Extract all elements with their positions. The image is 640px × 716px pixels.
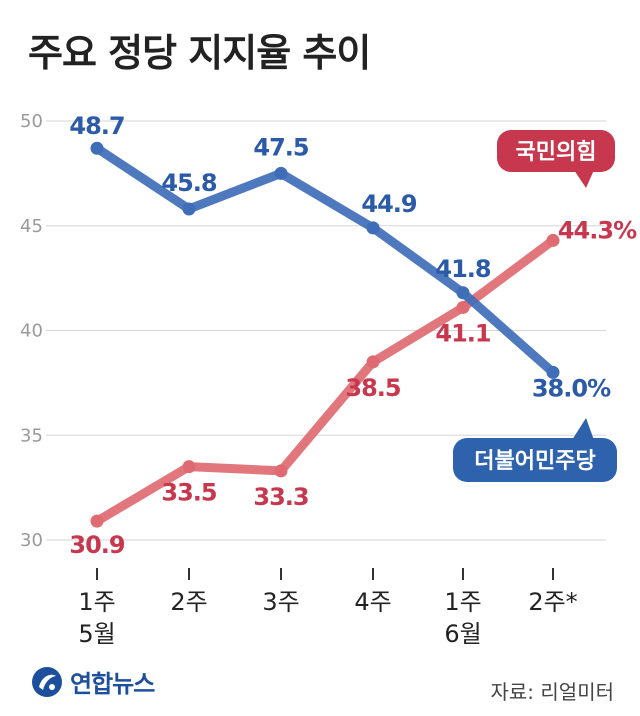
series-line [92, 143, 558, 377]
data-point [90, 514, 104, 528]
brand-name: 연합뉴스 [70, 670, 155, 698]
legend-badge-dem [453, 438, 617, 482]
data-label: 30.9 [69, 531, 125, 559]
chart-title: 주요 정당 지지율 추이 [28, 31, 371, 75]
data-label: 45.8 [161, 169, 217, 197]
data-label: 38.5 [345, 374, 401, 402]
data-point [182, 460, 196, 474]
data-label: 48.7 [69, 112, 124, 140]
data-point [182, 202, 196, 216]
x-tick-line: 2주* [528, 588, 577, 616]
y-tick-label: 30 [20, 530, 43, 551]
y-tick-label: 50 [20, 111, 43, 132]
data-label: 33.3 [253, 483, 308, 511]
x-tick-line: 1주 [78, 588, 115, 616]
data-label: 33.5 [161, 479, 217, 507]
y-tick-label: 45 [20, 216, 43, 237]
data-point [366, 221, 380, 235]
x-tick-label: 2주* [528, 588, 577, 616]
x-tick-line: 3주 [262, 588, 299, 616]
legend-badge-pointer [572, 418, 594, 440]
legend-badge-ppp [497, 130, 615, 172]
y-tick-label: 40 [20, 321, 43, 342]
x-tick-label: 2주 [170, 588, 207, 616]
data-point [456, 286, 470, 300]
data-point [274, 464, 288, 478]
legend-badge-pointer [574, 170, 594, 188]
data-label: 44.9 [361, 190, 417, 218]
brand: 연합뉴스 [30, 664, 155, 699]
source-note: 자료: 리얼미터 [490, 680, 615, 704]
series-line [92, 235, 558, 526]
data-point [274, 166, 288, 180]
grid-lines [46, 120, 606, 541]
data-point [546, 233, 560, 247]
series-lines [90, 141, 560, 528]
x-tick-line: 5월 [78, 620, 115, 648]
x-tick-line: 4주 [354, 588, 391, 616]
data-point [456, 300, 470, 314]
data-label: 38.0% [532, 374, 611, 402]
x-tick-label: 3주 [262, 588, 299, 616]
x-tick-line: 2주 [170, 588, 207, 616]
data-point [90, 141, 104, 155]
data-label: 41.1 [435, 319, 491, 347]
data-point [366, 355, 380, 369]
x-tick-label: 1주 6월 [444, 588, 481, 648]
legend-label-ppp: 국민의힘 [516, 140, 597, 165]
data-label: 47.5 [253, 133, 309, 161]
x-tick-label: 1주 5월 [78, 588, 115, 648]
data-label: 44.3% [558, 216, 637, 244]
data-point [546, 365, 560, 379]
y-tick-label: 35 [20, 425, 43, 446]
x-tick-line: 1주 [444, 588, 481, 616]
x-tick-label: 4주 [354, 588, 391, 616]
y-axis-ticks: 30 35 40 45 50 [20, 111, 43, 551]
data-label: 41.8 [435, 255, 491, 283]
data-labels: 48.7 45.8 47.5 44.9 41.8 38.0% 30.9 33.5 33.3 38.… [69, 112, 638, 559]
yonhap-logo-icon [32, 666, 62, 697]
legend-label-dem: 더불어민주당 [474, 449, 595, 474]
x-tick-line: 6월 [444, 620, 481, 648]
